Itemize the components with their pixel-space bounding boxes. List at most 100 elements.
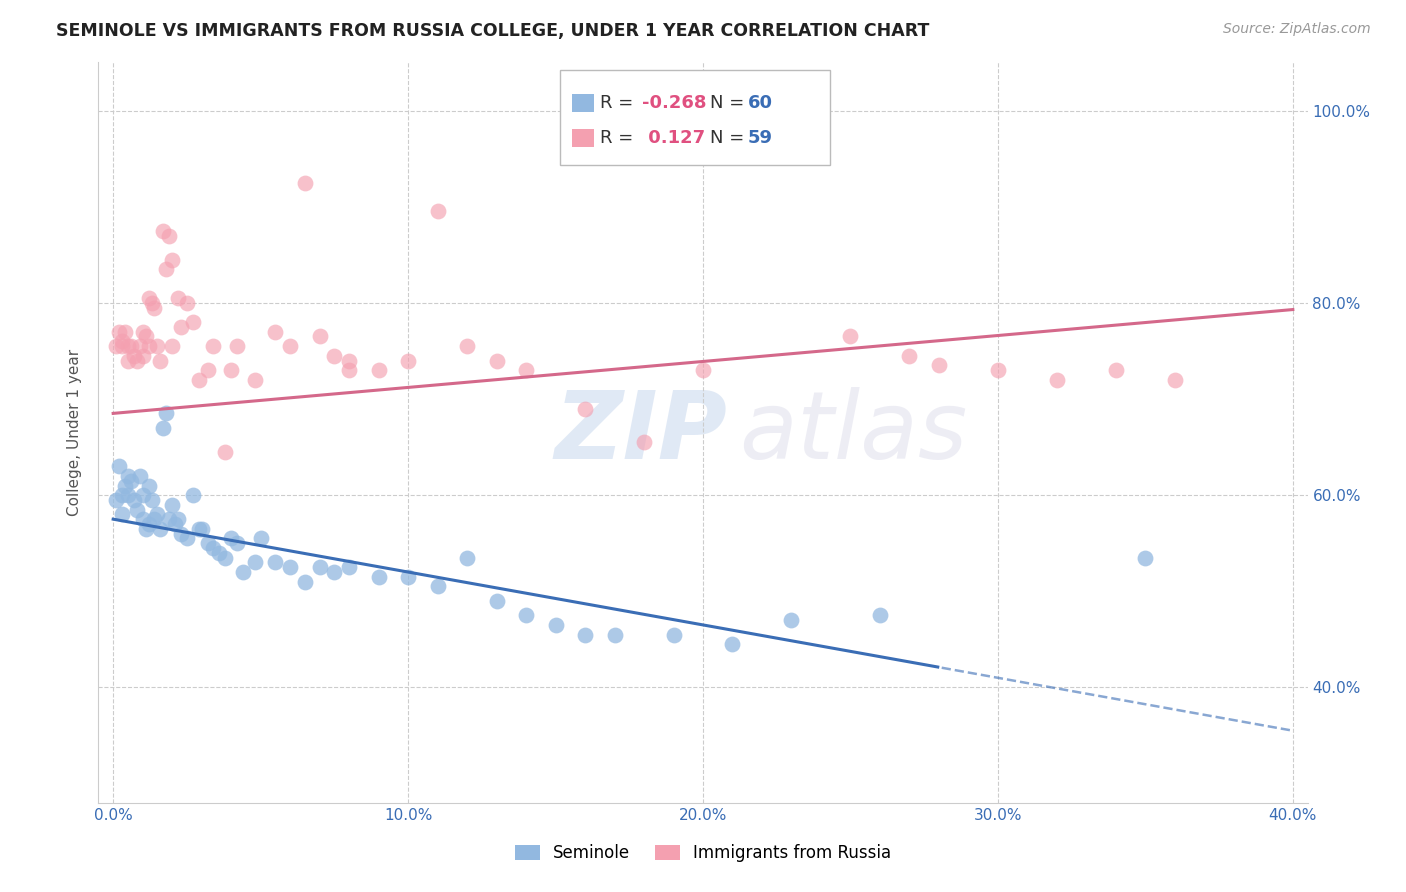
Point [987,363,1010,377]
Point [1046,373,1069,387]
Point [160,498,183,512]
Point [111,488,134,502]
Point [131,325,153,339]
Point [396,570,419,584]
Point [337,353,360,368]
Point [105,492,128,507]
Point [122,492,145,507]
Point [176,295,198,310]
Point [208,546,231,560]
Point [120,474,142,488]
Point [264,325,287,339]
Point [125,353,148,368]
Point [108,325,131,339]
Point [278,560,301,574]
Point [108,459,131,474]
Text: 0.127: 0.127 [641,129,704,147]
Point [143,512,166,526]
Point [114,478,136,492]
Point [111,508,134,522]
Point [167,291,190,305]
Point [181,315,204,329]
Point [219,532,242,546]
Point [138,291,160,305]
Point [264,556,287,570]
Point [1135,550,1157,565]
Point [190,522,212,536]
Bar [572,95,593,112]
Point [138,516,160,531]
Point [633,435,655,450]
Text: Source: ZipAtlas.com: Source: ZipAtlas.com [1223,22,1371,37]
Text: -0.268: -0.268 [641,95,706,112]
Bar [572,129,593,147]
Point [202,541,225,555]
Point [152,421,174,435]
Point [308,560,330,574]
Point [170,526,193,541]
Point [131,512,153,526]
Point [187,522,209,536]
Point [337,363,360,377]
Bar [560,70,830,165]
Point [105,339,128,353]
Point [515,608,537,623]
Point [928,359,950,373]
Point [515,363,537,377]
Point [662,627,685,641]
Point [141,492,163,507]
Point [214,445,236,459]
Point [111,339,134,353]
Point [181,488,204,502]
Point [574,627,596,641]
Point [485,594,508,608]
Point [426,204,449,219]
Point [219,363,242,377]
Point [456,339,478,353]
Point [692,363,714,377]
Point [128,469,150,483]
Point [117,488,139,502]
Point [197,536,219,550]
Point [898,349,921,363]
Point [337,560,360,574]
Text: SEMINOLE VS IMMIGRANTS FROM RUSSIA COLLEGE, UNDER 1 YEAR CORRELATION CHART: SEMINOLE VS IMMIGRANTS FROM RUSSIA COLLE… [56,22,929,40]
Point [544,618,567,632]
Point [780,613,803,627]
Text: ZIP: ZIP [554,386,727,479]
Point [226,339,249,353]
Point [117,353,139,368]
Point [176,532,198,546]
Point [197,363,219,377]
Point [117,469,139,483]
Point [170,319,193,334]
Text: N =: N = [710,129,749,147]
Point [869,608,891,623]
Point [146,508,169,522]
Point [603,627,626,641]
Point [243,556,266,570]
Legend: Seminole, Immigrants from Russia: Seminole, Immigrants from Russia [508,838,898,869]
Point [152,224,174,238]
Point [160,252,183,267]
Text: atlas: atlas [740,387,967,478]
Point [146,339,169,353]
Point [135,329,157,343]
Point [232,565,254,579]
Point [111,334,134,349]
Point [1105,363,1128,377]
Point [141,295,163,310]
Point [456,550,478,565]
Point [214,550,236,565]
Point [131,349,153,363]
Point [294,176,316,190]
Point [117,339,139,353]
Point [202,339,225,353]
Point [131,488,153,502]
Y-axis label: College, Under 1 year: College, Under 1 year [67,349,83,516]
Point [122,349,145,363]
Text: N =: N = [710,95,749,112]
Point [278,339,301,353]
Point [143,301,166,315]
Point [308,329,330,343]
